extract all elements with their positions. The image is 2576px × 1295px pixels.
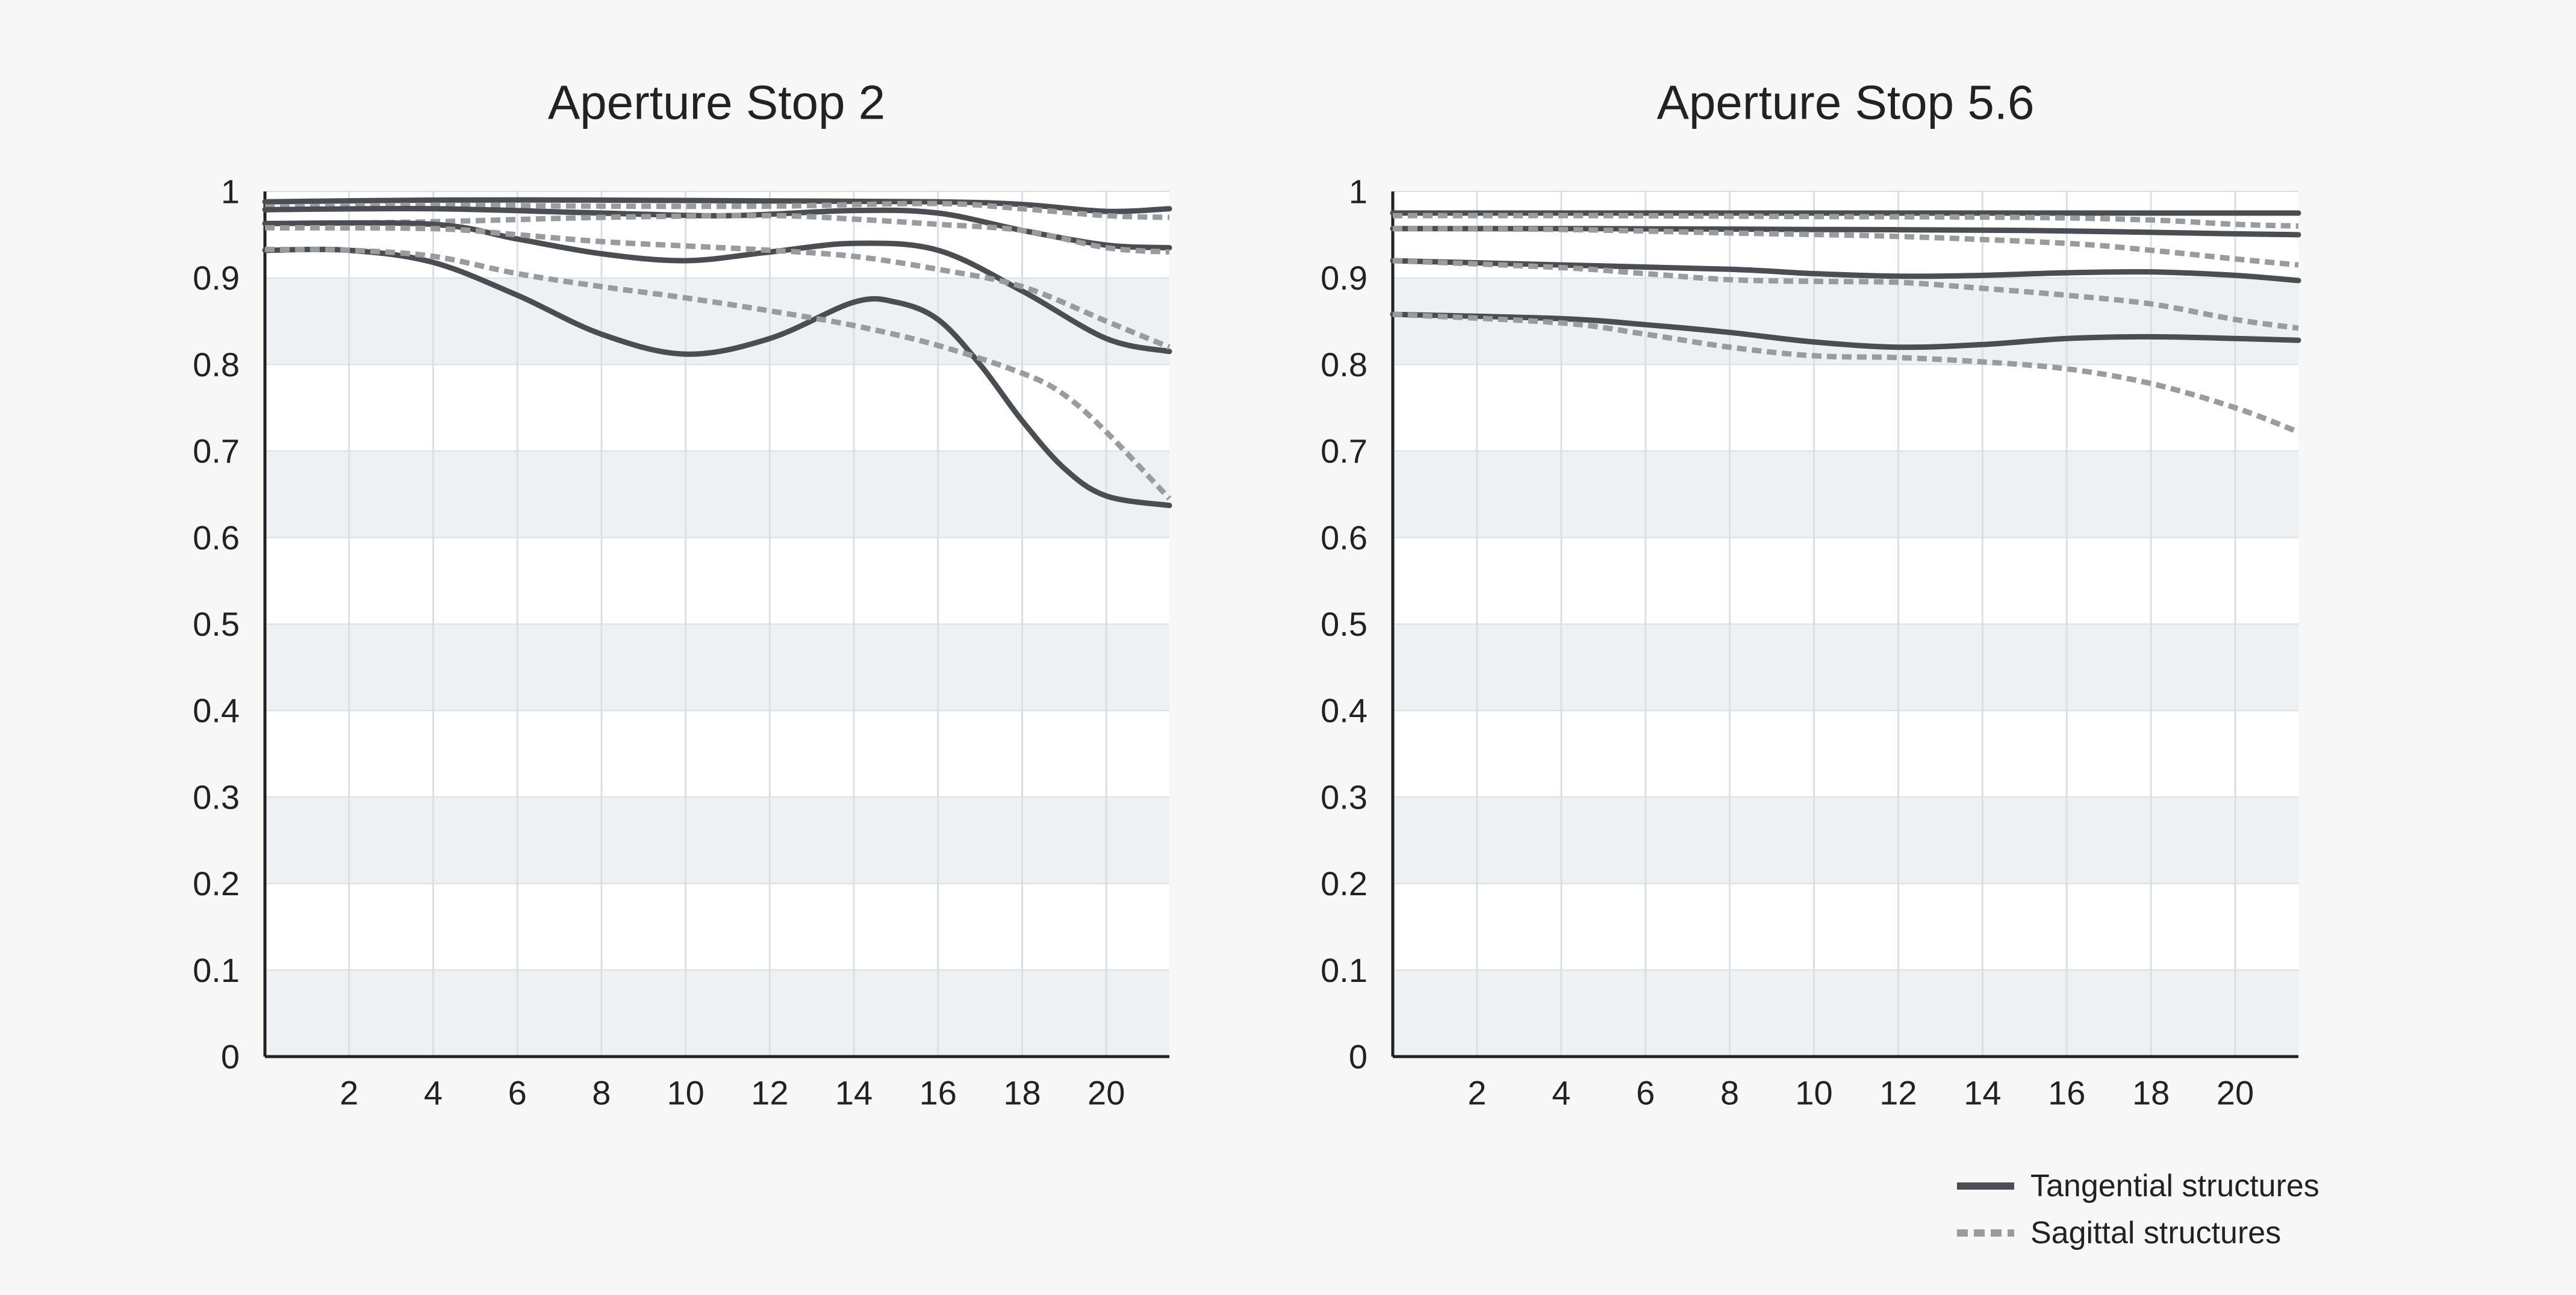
x-tick-label: 16: [2048, 1074, 2085, 1112]
x-tick-label: 12: [1879, 1074, 1917, 1112]
x-tick-label: 20: [1087, 1074, 1125, 1112]
y-tick-label: 0.9: [193, 259, 240, 297]
y-tick-label: 0: [1349, 1038, 1367, 1076]
tangential-series-line-6: [262, 246, 1172, 509]
plot-band: [265, 624, 1169, 711]
plot-band: [1393, 970, 2298, 1057]
y-tick-label: 0.8: [1321, 346, 1367, 384]
tangential-series-line-2: [262, 205, 1172, 250]
y-tick-label: 0.7: [193, 432, 240, 470]
y-tick-label: 0.2: [193, 865, 240, 902]
x-tick-label: 8: [1720, 1074, 1739, 1112]
x-tick-label: 10: [1795, 1074, 1832, 1112]
y-tick-label: 0.1: [193, 951, 240, 989]
plot-band: [265, 710, 1169, 797]
y-tick-label: 0: [221, 1038, 240, 1076]
x-tick-label: 6: [508, 1074, 527, 1112]
y-tick-label: 0.6: [193, 518, 240, 556]
y-tick-label: 0.8: [193, 346, 240, 384]
plot-band: [1393, 710, 2298, 797]
legend: Tangential structures Sagittal structure…: [1957, 1169, 2319, 1250]
y-tick-label: 0.4: [1321, 692, 1367, 730]
chart-title: Aperture Stop 2: [548, 76, 885, 129]
plot-band: [265, 451, 1169, 538]
plot-band: [1393, 451, 2298, 538]
x-tick-label: 16: [919, 1074, 957, 1112]
y-tick-label: 0.4: [193, 692, 240, 730]
legend-label-sagittal: Sagittal structures: [2030, 1216, 2281, 1250]
y-tick-label: 1: [1349, 173, 1367, 211]
y-tick-label: 0.1: [1321, 951, 1367, 989]
chart-panel-aperture-2: Aperture Stop 2 0 0.1 0.2 0.3 0.4 0.5 0.6 0.7 0.8…: [193, 76, 1172, 1112]
chart-panel-aperture-5-6: Aperture Stop 5.6 0 0.1 0.2 0.3 0.4 0.5 0.6 0.7 0…: [1321, 76, 2301, 1112]
tangential-series-line-6: [1390, 311, 2301, 350]
plot-band: [265, 364, 1169, 452]
sagittal-series-line-7: [1392, 311, 2300, 435]
plot-band: [265, 797, 1169, 884]
plot-band: [1393, 537, 2298, 624]
sagittal-series-line-3: [264, 213, 1170, 255]
plot-band: [1393, 797, 2298, 884]
x-tick-label: 20: [2217, 1074, 2254, 1112]
tangential-series-line-0: [262, 197, 1172, 214]
sagittal-series-line-1: [1392, 213, 2299, 229]
sagittal-series-line-1: [264, 200, 1170, 220]
x-tick-label: 8: [592, 1074, 611, 1112]
x-tick-label: 10: [667, 1074, 704, 1112]
x-tick-label: 14: [1964, 1074, 2001, 1112]
x-tick-label: 6: [1636, 1074, 1655, 1112]
plot-band: [1393, 624, 2298, 711]
x-tick-label: 4: [424, 1074, 443, 1112]
y-tick-label: 0.3: [1321, 778, 1367, 816]
chart-title: Aperture Stop 5.6: [1657, 76, 2034, 129]
y-tick-label: 0.5: [193, 605, 240, 643]
y-tick-label: 0.9: [1321, 259, 1367, 297]
x-tick-label: 18: [2132, 1074, 2170, 1112]
plot-band: [265, 537, 1169, 624]
x-tick-label: 14: [835, 1074, 873, 1112]
tangential-series-line-4: [1390, 258, 2301, 284]
sagittal-series-line-5: [264, 225, 1171, 350]
tangential-series-line-2: [1390, 226, 2301, 238]
legend-label-tangential: Tangential structures: [2030, 1169, 2319, 1203]
plot-band: [265, 970, 1169, 1057]
x-tick-label: 4: [1552, 1074, 1570, 1112]
y-tick-label: 0.6: [1321, 518, 1367, 556]
y-tick-label: 0.3: [193, 778, 240, 816]
plot-band: [1393, 364, 2298, 452]
plot-band: [265, 883, 1169, 970]
x-tick-label: 2: [1467, 1074, 1486, 1112]
y-tick-label: 0.5: [1321, 605, 1367, 643]
sagittal-series-line-3: [1392, 226, 2299, 268]
plot-band: [1393, 883, 2298, 970]
x-tick-label: 2: [340, 1074, 358, 1112]
y-tick-label: 0.7: [1321, 432, 1367, 470]
sagittal-series-line-7: [264, 246, 1172, 501]
y-tick-label: 1: [221, 173, 240, 211]
sagittal-series-line-5: [1392, 258, 2299, 331]
x-tick-label: 12: [751, 1074, 788, 1112]
x-tick-label: 18: [1003, 1074, 1041, 1112]
y-tick-label: 0.2: [1321, 865, 1367, 902]
